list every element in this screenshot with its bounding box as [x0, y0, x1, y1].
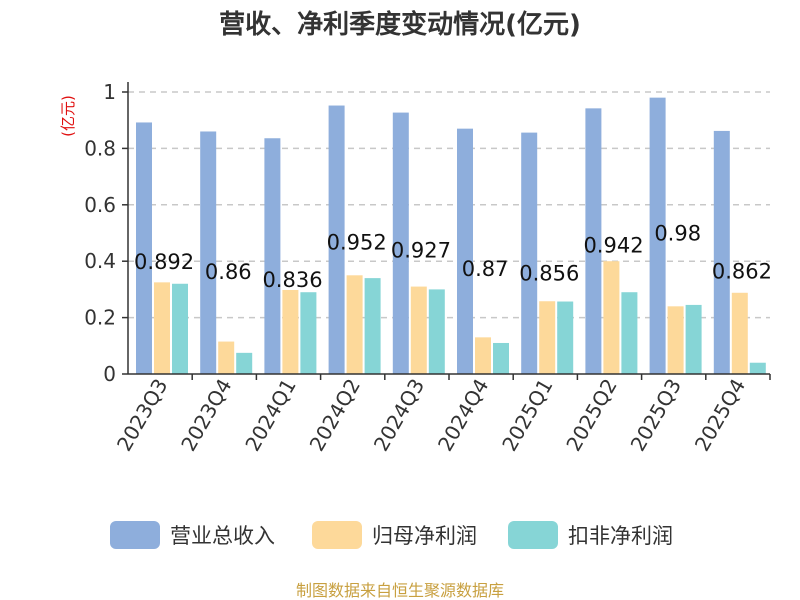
legend-swatch-3 — [508, 521, 558, 549]
y-tick-label: 0.8 — [84, 136, 116, 160]
data-label: 0.952 — [327, 230, 387, 254]
bar-2-2025Q2 — [603, 261, 620, 374]
x-tick-label: 2025Q1 — [497, 375, 557, 456]
x-tick-label: 2025Q3 — [626, 375, 686, 456]
bar-3-2024Q4 — [493, 342, 509, 374]
x-tick-label: 2024Q2 — [305, 375, 365, 456]
bars — [136, 97, 766, 375]
data-label: 0.862 — [712, 259, 772, 283]
bar-3-2024Q1 — [300, 292, 317, 374]
bar-2-2025Q3 — [667, 306, 684, 374]
bar-3-2025Q3 — [685, 304, 702, 374]
x-tick-label: 2024Q4 — [433, 374, 493, 455]
bar-1-2025Q3 — [649, 97, 666, 374]
y-axis-unit: (亿元) — [59, 95, 77, 137]
bar-2-2025Q1 — [539, 301, 556, 374]
bar-1-2024Q2 — [328, 105, 345, 374]
bar-2-2024Q4 — [475, 337, 491, 374]
bar-1-2024Q1 — [264, 138, 281, 374]
bar-3-2025Q1 — [557, 301, 574, 374]
y-tick-label: 0.2 — [84, 306, 116, 330]
legend-label-1: 营业总收入 — [170, 524, 275, 548]
y-tick-label: 0 — [103, 362, 116, 386]
bar-2-2023Q4 — [218, 341, 235, 374]
bar-3-2024Q2 — [364, 278, 381, 374]
y-axis-ticks: 0 0.2 0.4 0.6 0.8 1 — [84, 80, 128, 386]
x-tick-label: 2025Q4 — [690, 375, 750, 456]
data-label: 0.856 — [519, 261, 579, 285]
bar-2-2024Q2 — [346, 275, 363, 374]
gridlines — [128, 91, 770, 319]
data-label: 0.86 — [205, 260, 252, 284]
data-label: 0.892 — [134, 250, 194, 274]
bar-3-2025Q2 — [621, 292, 638, 374]
bar-1-2025Q1 — [521, 132, 538, 374]
bar-1-2025Q2 — [585, 108, 602, 374]
data-label: 0.942 — [583, 234, 643, 258]
source-note: 制图数据来自恒生聚源数据库 — [296, 581, 504, 600]
x-tick-label: 2024Q1 — [240, 375, 300, 456]
legend: 营业总收入 归母净利润 扣非净利润 — [110, 521, 673, 549]
legend-label-2: 归母净利润 — [372, 524, 477, 548]
bar-2-2024Q1 — [282, 289, 299, 374]
x-axis-ticks: 2023Q3 2023Q4 2024Q1 2024Q2 2024Q3 2024Q4 2025… — [112, 374, 771, 456]
bar-2-2025Q4 — [731, 292, 748, 374]
bar-3-2025Q4 — [749, 362, 766, 374]
data-label: 0.87 — [462, 257, 509, 281]
bar-1-2024Q3 — [392, 112, 409, 374]
legend-swatch-2 — [312, 521, 362, 549]
y-tick-label: 1 — [103, 80, 116, 104]
chart-title: 营收、净利季度变动情况(亿元) — [219, 9, 581, 40]
x-tick-label: 2024Q3 — [369, 375, 429, 456]
data-label: 0.98 — [654, 221, 701, 245]
bar-1-2023Q4 — [200, 131, 217, 374]
bar-1-2025Q4 — [713, 130, 730, 374]
bar-2-2024Q3 — [410, 286, 427, 374]
bar-1-2023Q3 — [136, 122, 152, 375]
data-label: 0.836 — [262, 268, 322, 292]
bar-2-2023Q3 — [154, 282, 170, 374]
legend-label-3: 扣非净利润 — [568, 524, 673, 548]
x-tick-label: 2023Q3 — [112, 375, 172, 456]
bar-1-2024Q4 — [457, 128, 473, 374]
y-tick-label: 0.4 — [84, 249, 116, 273]
x-tick-label: 2023Q4 — [176, 375, 236, 456]
bar-3-2023Q4 — [236, 352, 253, 374]
legend-swatch-1 — [110, 521, 160, 549]
bar-3-2024Q3 — [428, 289, 445, 374]
data-label: 0.927 — [391, 239, 451, 263]
x-tick-label: 2025Q2 — [561, 375, 621, 456]
bar-3-2023Q3 — [172, 283, 188, 374]
y-tick-label: 0.6 — [84, 193, 116, 217]
